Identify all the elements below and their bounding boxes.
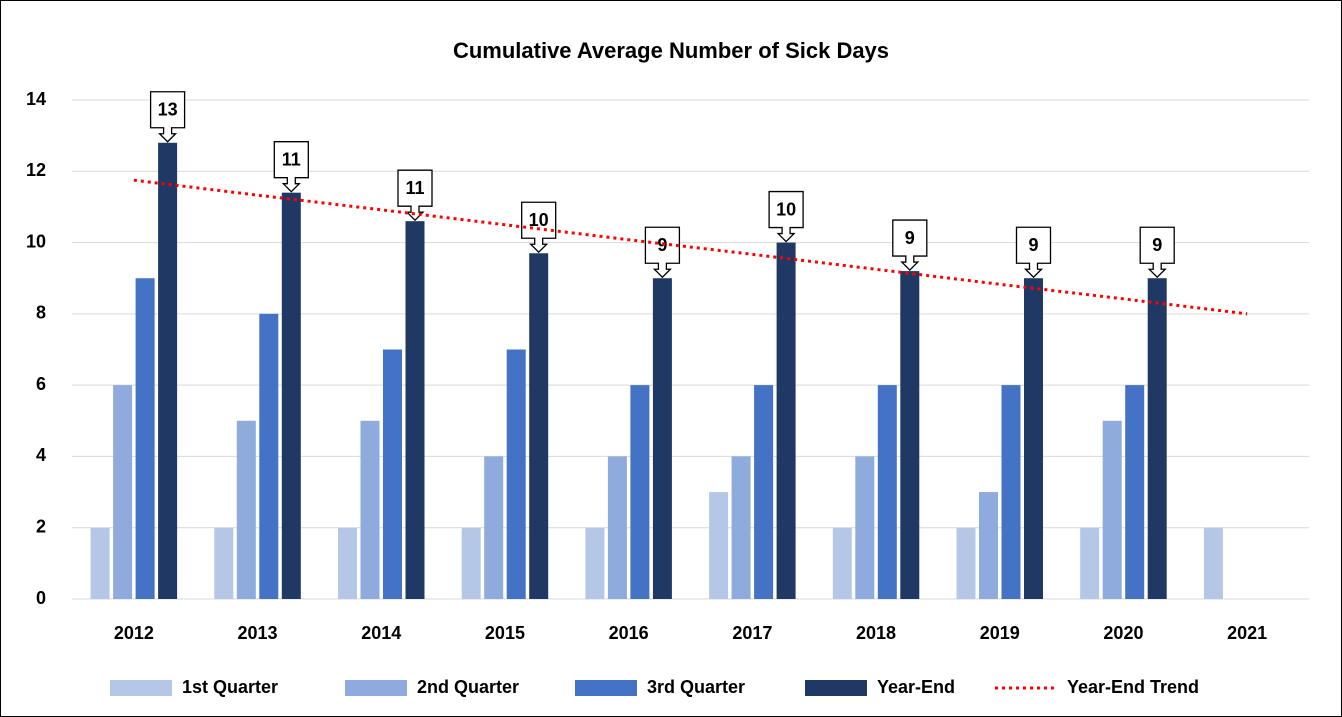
data-label: 13 bbox=[158, 100, 178, 120]
bar bbox=[484, 456, 504, 599]
callout bbox=[521, 201, 557, 254]
x-tick-label: 2017 bbox=[732, 623, 772, 643]
legend-label: 1st Quarter bbox=[182, 677, 278, 697]
legend-label: 2nd Quarter bbox=[417, 677, 519, 697]
legend-label: Year-End Trend bbox=[1067, 677, 1199, 697]
bar bbox=[1147, 278, 1167, 599]
bar bbox=[214, 527, 234, 599]
trend-line bbox=[133, 178, 1248, 316]
callout bbox=[892, 219, 928, 272]
legend-swatch bbox=[805, 680, 867, 696]
y-tick-label: 4 bbox=[36, 445, 46, 465]
bar bbox=[113, 385, 133, 599]
callout bbox=[397, 169, 433, 222]
bar bbox=[731, 456, 751, 599]
x-tick-label: 2012 bbox=[114, 623, 154, 643]
bar bbox=[1024, 278, 1043, 599]
x-tick-label: 2020 bbox=[1103, 623, 1143, 643]
x-tick-label: 2019 bbox=[980, 623, 1020, 643]
callout bbox=[149, 91, 186, 143]
data-label: 10 bbox=[776, 199, 796, 219]
x-tick-label: 2018 bbox=[856, 623, 896, 643]
bar bbox=[709, 492, 729, 599]
y-tick-label: 14 bbox=[26, 89, 46, 109]
bar bbox=[1203, 527, 1223, 599]
bar bbox=[529, 253, 549, 599]
chart-title: Cumulative Average Number of Sick Days bbox=[453, 38, 889, 63]
bar bbox=[754, 385, 774, 599]
bar bbox=[585, 527, 605, 599]
bar bbox=[900, 271, 920, 599]
callout bbox=[1139, 226, 1175, 279]
bar bbox=[630, 385, 650, 599]
x-tick-label: 2015 bbox=[485, 623, 525, 643]
callout bbox=[1015, 226, 1052, 279]
bar bbox=[383, 349, 402, 599]
bar bbox=[90, 527, 110, 599]
bar bbox=[461, 527, 481, 599]
bar bbox=[1125, 385, 1145, 599]
data-label: 11 bbox=[282, 149, 301, 169]
legend-label: 3rd Quarter bbox=[647, 677, 745, 697]
callout bbox=[644, 226, 681, 279]
bar bbox=[855, 456, 875, 599]
bar bbox=[652, 278, 672, 599]
x-tick-label: 2013 bbox=[238, 623, 278, 643]
data-label: 9 bbox=[1028, 235, 1038, 255]
bar bbox=[338, 527, 357, 599]
bar bbox=[877, 385, 897, 599]
bar bbox=[1001, 385, 1021, 599]
bar bbox=[776, 242, 796, 600]
data-label: 9 bbox=[1152, 235, 1162, 255]
legend-swatch bbox=[345, 680, 407, 696]
bar bbox=[158, 142, 178, 599]
legend-swatch bbox=[110, 680, 172, 696]
legend-swatch bbox=[575, 680, 637, 696]
x-tick-label: 2014 bbox=[361, 623, 401, 643]
bar bbox=[1080, 527, 1100, 599]
y-tick-label: 2 bbox=[36, 516, 46, 536]
bar bbox=[360, 420, 380, 599]
callout bbox=[273, 141, 309, 193]
y-tick-label: 10 bbox=[26, 231, 46, 251]
y-tick-label: 0 bbox=[36, 588, 46, 608]
bar bbox=[956, 527, 976, 599]
bar bbox=[281, 192, 301, 599]
data-label: 9 bbox=[905, 228, 915, 248]
bar bbox=[979, 492, 998, 599]
y-tick-label: 8 bbox=[36, 303, 46, 323]
bar bbox=[236, 420, 256, 599]
bar bbox=[259, 313, 279, 599]
callout bbox=[768, 190, 804, 243]
y-tick-label: 12 bbox=[26, 160, 46, 180]
bar bbox=[135, 278, 155, 599]
x-tick-label: 2021 bbox=[1227, 623, 1267, 643]
bar bbox=[405, 221, 425, 599]
bar bbox=[1102, 420, 1122, 599]
legend-label: Year-End bbox=[877, 677, 955, 697]
y-tick-label: 6 bbox=[36, 374, 46, 394]
bar bbox=[506, 349, 526, 599]
x-tick-label: 2016 bbox=[609, 623, 649, 643]
data-label: 10 bbox=[529, 210, 549, 230]
data-label: 11 bbox=[405, 178, 424, 198]
bar bbox=[832, 527, 852, 599]
bar bbox=[607, 456, 627, 599]
